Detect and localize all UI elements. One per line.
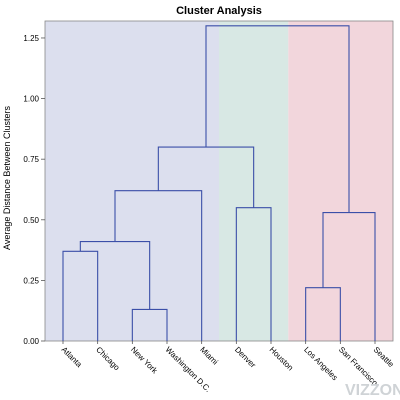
leaf-label: New York bbox=[129, 345, 160, 376]
leaf-label: Denver bbox=[233, 345, 258, 370]
dendrogram-link bbox=[131, 308, 168, 341]
y-axis-label: Average Distance Between Clusters bbox=[2, 106, 12, 250]
watermark-text: VIZZONE bbox=[345, 382, 400, 399]
dendrogram-link bbox=[114, 190, 203, 341]
leaf-label: Miami bbox=[198, 345, 220, 367]
dendrogram-link bbox=[305, 287, 341, 341]
y-tick-label: 0.75 bbox=[23, 155, 39, 164]
dendrogram-link bbox=[205, 25, 350, 213]
y-tick-label: 0.50 bbox=[23, 216, 39, 225]
y-tick-label: 0.00 bbox=[23, 337, 39, 346]
leaf-label: Chicago bbox=[94, 345, 122, 373]
leaf-label: Los Angeles bbox=[302, 345, 339, 382]
leaf-label: Seattle bbox=[372, 345, 396, 369]
leaf-label: Atlanta bbox=[60, 345, 84, 369]
dendrogram-link bbox=[157, 146, 255, 208]
y-tick-label: 1.25 bbox=[23, 34, 39, 43]
y-tick-label: 1.00 bbox=[23, 95, 39, 104]
y-axis: 0.00 0.25 0.50 0.75 1.00 1.25 bbox=[23, 34, 45, 346]
cluster-region bbox=[45, 21, 219, 341]
leaf-label: Houston bbox=[268, 345, 295, 372]
dendrogram-links bbox=[62, 25, 376, 341]
y-tick-label: 0.25 bbox=[23, 276, 39, 285]
chart-title: Cluster Analysis bbox=[176, 5, 262, 17]
plot-frame bbox=[44, 20, 394, 342]
dendrogram-link bbox=[235, 207, 272, 341]
